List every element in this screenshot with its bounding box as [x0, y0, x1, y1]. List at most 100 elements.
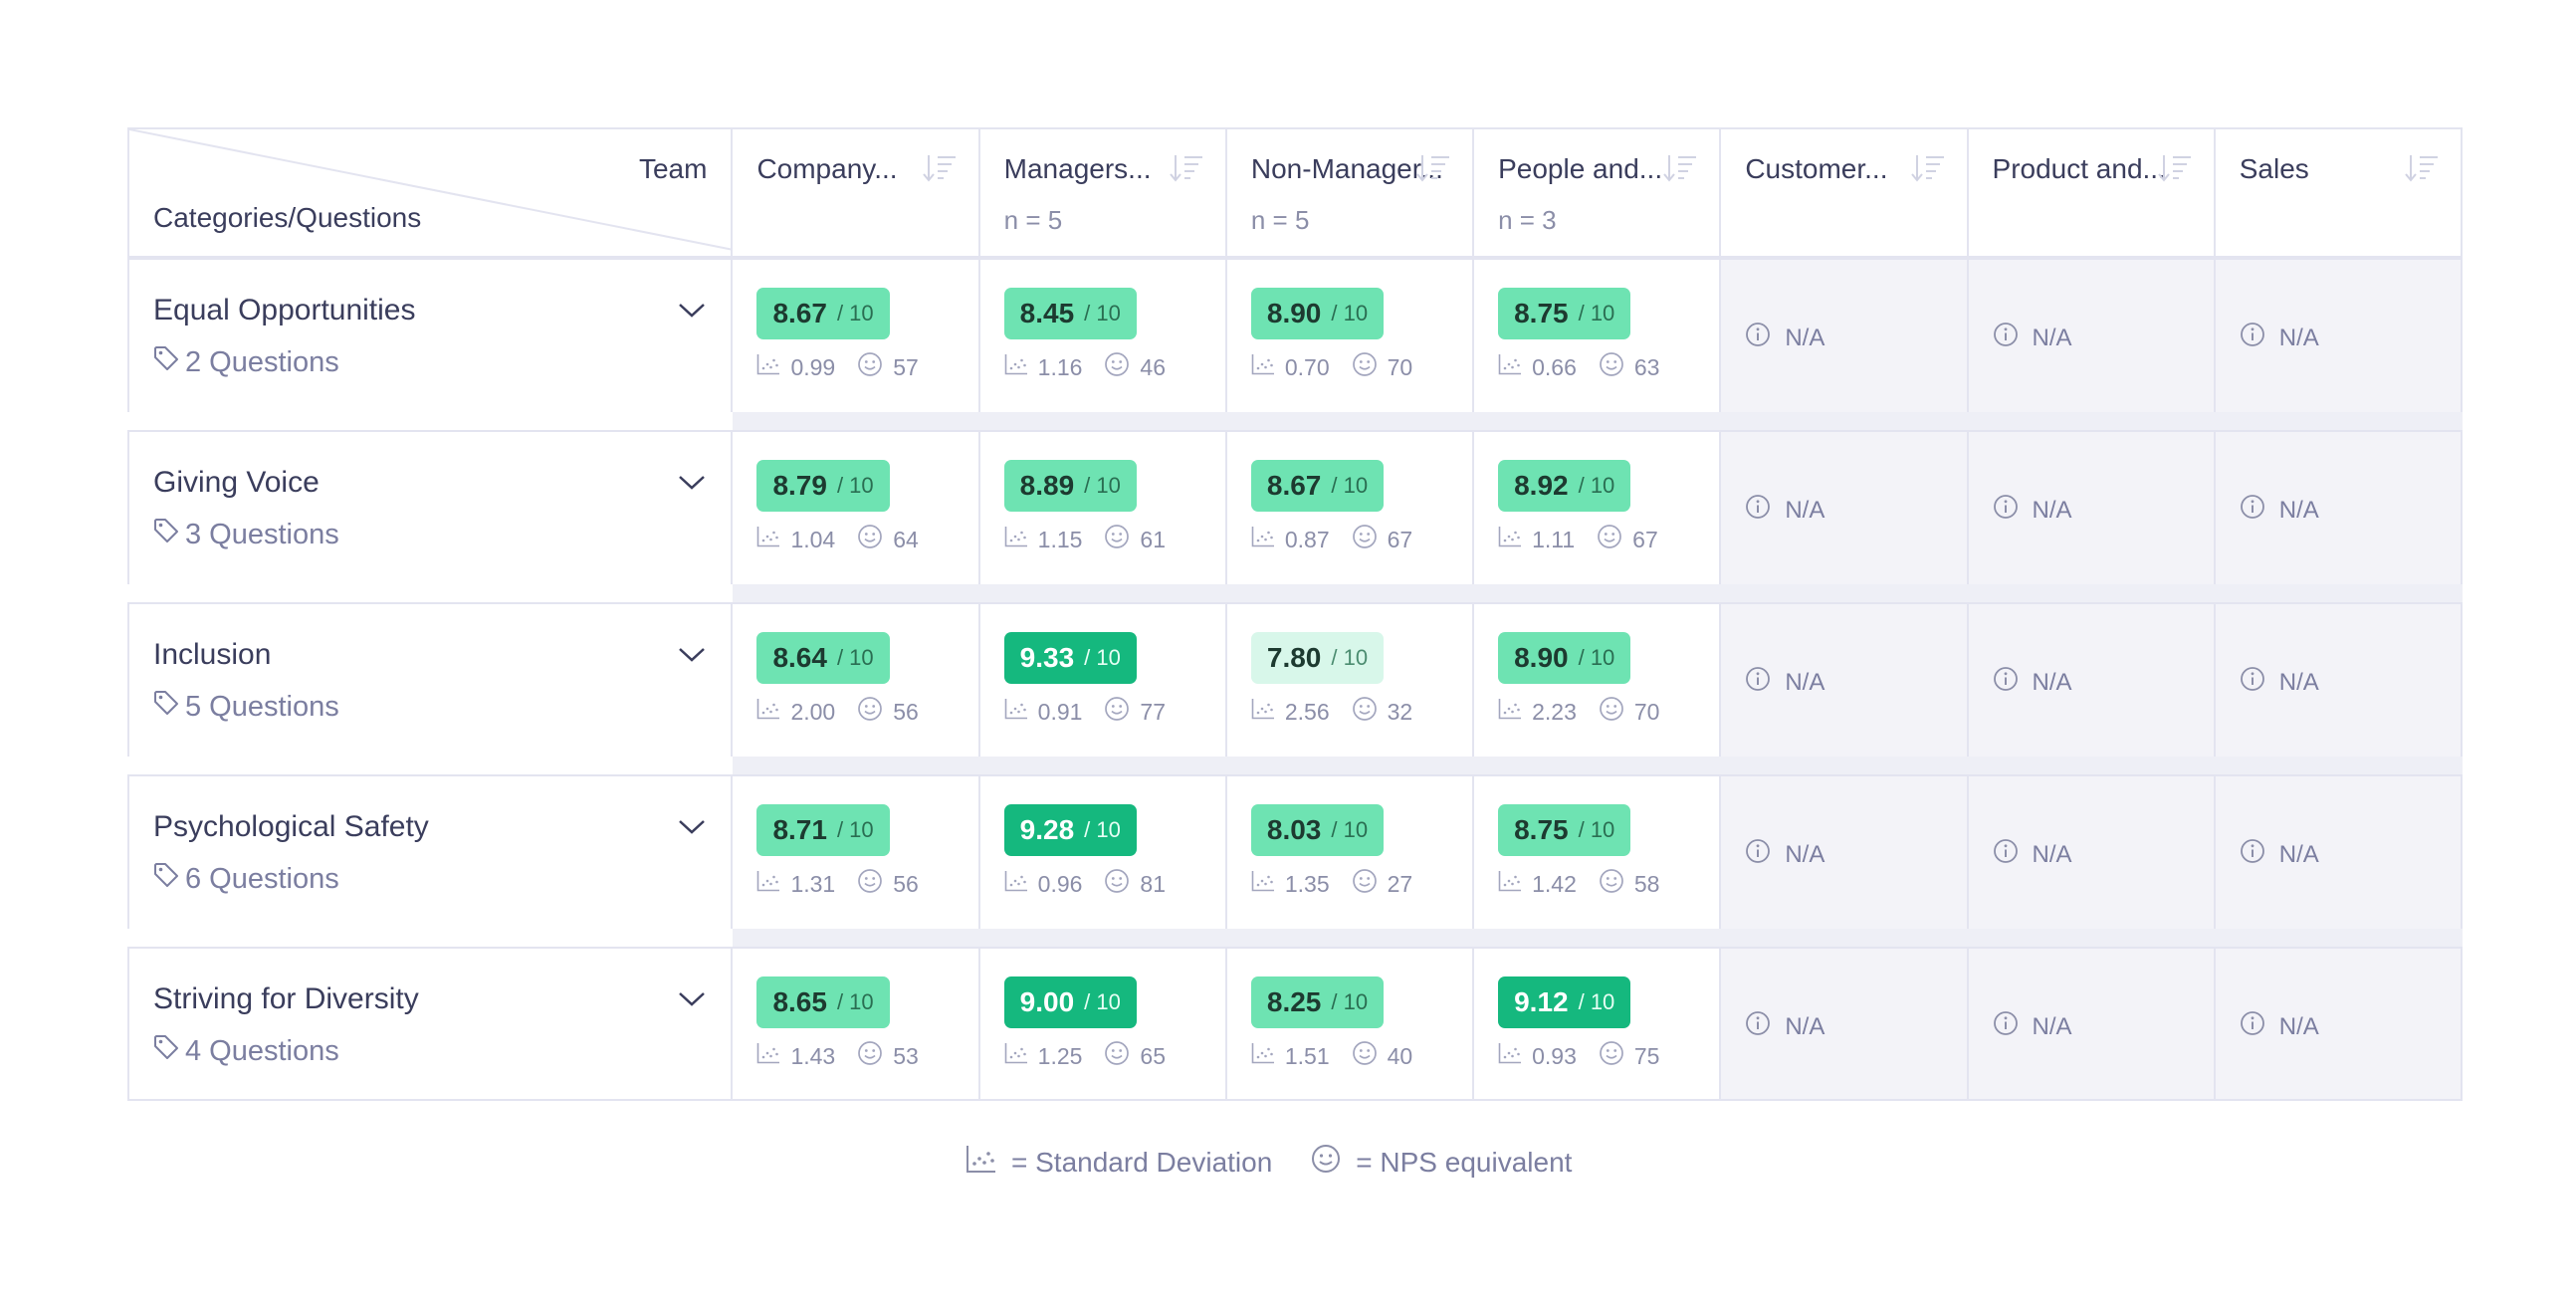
info-circle-icon[interactable]	[1745, 838, 1771, 871]
na-label: N/A	[2032, 668, 2072, 696]
info-circle-icon[interactable]	[2240, 322, 2265, 354]
score-cell[interactable]: 8.75 / 10 1.42 58	[1474, 774, 1722, 929]
score-badge: 8.45 / 10	[1003, 288, 1137, 339]
sort-descending-icon[interactable]	[1170, 153, 1203, 183]
score-cell[interactable]: 8.71 / 10 1.31 56	[733, 774, 980, 929]
score-denominator: / 10	[1084, 645, 1121, 670]
row-gap-spacer	[2215, 412, 2463, 430]
score-cell[interactable]: 8.79 / 10 1.04 64	[733, 430, 980, 584]
chevron-down-icon[interactable]	[677, 644, 707, 666]
info-circle-icon[interactable]	[2240, 1010, 2265, 1043]
respondent-count: n = 5	[1250, 205, 1310, 235]
score-stats: 0.91 77	[1004, 696, 1166, 728]
sort-descending-icon[interactable]	[2405, 153, 2439, 183]
score-cell[interactable]: 8.90 / 10 2.23 70	[1474, 602, 1722, 757]
score-denominator: / 10	[836, 645, 874, 670]
score-value: 8.64	[772, 642, 827, 673]
chevron-down-icon[interactable]	[677, 816, 707, 838]
score-cell[interactable]: 8.89 / 10 1.15 61	[979, 430, 1227, 584]
nps-value: 81	[1140, 870, 1167, 897]
scatter-chart-icon	[756, 353, 780, 381]
info-circle-icon[interactable]	[2240, 494, 2265, 527]
score-cell[interactable]: 9.12 / 10 0.93 75	[1474, 947, 1722, 1101]
sort-descending-icon[interactable]	[1663, 153, 1697, 183]
column-header[interactable]: People and... n = 3	[1474, 127, 1722, 258]
score-cell[interactable]: 9.00 / 10 1.25 65	[979, 947, 1227, 1101]
column-header[interactable]: Sales	[2215, 127, 2463, 258]
info-circle-icon[interactable]	[1993, 1010, 2019, 1043]
category-cell[interactable]: Striving for Diversity 4 Questions	[127, 947, 734, 1101]
na-label: N/A	[1785, 668, 1825, 696]
smiley-icon	[857, 696, 883, 728]
nps-value: 70	[1387, 353, 1413, 380]
info-circle-icon[interactable]	[1993, 838, 2019, 871]
column-header[interactable]: Non-Manager... n = 5	[1226, 127, 1475, 258]
score-cell[interactable]: 8.03 / 10 1.35 27	[1226, 774, 1475, 929]
std-dev-value: 1.15	[1037, 526, 1083, 552]
column-header[interactable]: Managers... n = 5	[979, 127, 1227, 258]
score-cell[interactable]: 8.45 / 10 1.16 46	[979, 258, 1227, 412]
column-header[interactable]: Customer...	[1721, 127, 1969, 258]
category-cell[interactable]: Psychological Safety 6 Questions	[127, 774, 734, 929]
score-value: 8.75	[1514, 814, 1569, 845]
score-cell[interactable]: 7.80 / 10 2.56 32	[1226, 602, 1475, 757]
row-gap	[127, 929, 2463, 947]
score-cell[interactable]: 9.33 / 10 0.91 77	[979, 602, 1227, 757]
score-value: 9.33	[1019, 642, 1075, 673]
score-cell[interactable]: 9.28 / 10 0.96 81	[979, 774, 1227, 929]
category-cell[interactable]: Equal Opportunities 2 Questions	[127, 258, 734, 412]
scatter-chart-icon	[1004, 353, 1028, 381]
score-cell[interactable]: 8.67 / 10 0.87 67	[1226, 430, 1475, 584]
na-cell: N/A	[1968, 947, 2216, 1101]
info-circle-icon[interactable]	[1745, 494, 1771, 527]
row-gap-spacer	[733, 757, 980, 774]
chevron-down-icon[interactable]	[677, 472, 707, 494]
score-cell[interactable]: 8.64 / 10 2.00 56	[733, 602, 980, 757]
score-cell[interactable]: 8.75 / 10 0.66 63	[1474, 258, 1722, 412]
na-cell: N/A	[1968, 774, 2216, 929]
score-value: 8.45	[1019, 298, 1075, 328]
column-header[interactable]: Product and...	[1968, 127, 2216, 258]
info-circle-icon[interactable]	[2240, 666, 2265, 699]
row-gap-spacer	[979, 412, 1227, 430]
sort-descending-icon[interactable]	[1416, 153, 1450, 183]
results-table-container[interactable]: Team Categories/Questions Company... Mana…	[127, 127, 2463, 1103]
chevron-down-icon[interactable]	[677, 988, 707, 1010]
score-stats: 1.15 61	[1004, 524, 1166, 555]
score-cell[interactable]: 8.92 / 10 1.11 67	[1474, 430, 1722, 584]
info-circle-icon[interactable]	[2240, 838, 2265, 871]
info-circle-icon[interactable]	[1745, 666, 1771, 699]
info-circle-icon[interactable]	[1993, 322, 2019, 354]
score-denominator: / 10	[1331, 989, 1369, 1014]
sort-descending-icon[interactable]	[2157, 153, 2192, 183]
info-circle-icon[interactable]	[1993, 666, 2019, 699]
info-circle-icon[interactable]	[1993, 494, 2019, 527]
smiley-icon	[1104, 868, 1130, 900]
row-gap	[127, 412, 2463, 430]
row-gap-spacer	[1968, 929, 2216, 947]
na-cell: N/A	[1968, 602, 2216, 757]
std-dev-value: 0.93	[1532, 1042, 1577, 1069]
sort-descending-icon[interactable]	[1910, 153, 1945, 183]
info-circle-icon[interactable]	[1745, 322, 1771, 354]
score-stats: 0.93 75	[1498, 1040, 1659, 1072]
smiley-icon	[857, 351, 883, 383]
column-header[interactable]: Company...	[733, 127, 980, 258]
category-cell[interactable]: Giving Voice 3 Questions	[127, 430, 734, 584]
na-label: N/A	[2032, 1012, 2072, 1040]
score-cell[interactable]: 8.65 / 10 1.43 53	[733, 947, 980, 1101]
question-count: 4 Questions	[153, 1034, 339, 1068]
nps-value: 32	[1387, 698, 1413, 725]
score-value: 8.67	[1266, 470, 1322, 501]
na-cell: N/A	[2215, 430, 2463, 584]
category-cell[interactable]: Inclusion 5 Questions	[127, 602, 734, 757]
info-circle-icon[interactable]	[1745, 1010, 1771, 1043]
score-cell[interactable]: 8.25 / 10 1.51 40	[1226, 947, 1475, 1101]
score-value: 8.79	[772, 470, 827, 501]
score-cell[interactable]: 8.90 / 10 0.70 70	[1226, 258, 1475, 412]
sort-descending-icon[interactable]	[922, 153, 957, 183]
chevron-down-icon[interactable]	[677, 300, 707, 322]
score-cell[interactable]: 8.67 / 10 0.99 57	[733, 258, 980, 412]
categories-axis-label: Categories/Questions	[153, 202, 422, 233]
std-dev-value: 1.35	[1284, 870, 1330, 897]
